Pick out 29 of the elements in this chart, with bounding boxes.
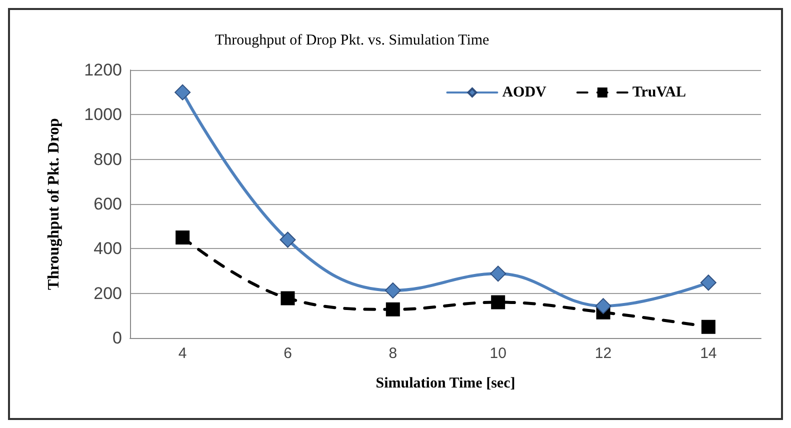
point	[174, 84, 191, 100]
point	[595, 298, 612, 314]
legend-label: AODV	[502, 84, 547, 100]
x-tick-label: 10	[490, 345, 506, 362]
x-tick-label: 14	[700, 345, 717, 362]
y-tick-label: 1000	[84, 105, 122, 124]
x-tick-label: 4	[178, 345, 187, 362]
point	[386, 302, 400, 316]
y-tick-label: 400	[94, 239, 122, 258]
point	[176, 230, 190, 244]
y-tick-label: 0	[112, 328, 122, 348]
y-tick-label: 800	[94, 150, 122, 169]
x-tick-label: 12	[594, 345, 612, 362]
x-tick-label: 8	[388, 345, 398, 362]
point	[490, 266, 506, 282]
x-tick-label: 6	[284, 345, 292, 362]
point	[280, 232, 296, 248]
point	[384, 282, 401, 298]
y-tick-label: 600	[94, 194, 122, 214]
y-tick-label: 1200	[84, 60, 122, 80]
legend-label: TruVAL	[632, 84, 686, 100]
point	[700, 274, 716, 291]
point	[491, 295, 506, 310]
chart-title: Throughput of Drop Pkt. vs. Simulation Time	[215, 32, 490, 48]
point	[701, 320, 716, 334]
y-tick-label: 200	[94, 284, 122, 303]
point	[280, 291, 295, 306]
x-axis-title: Simulation Time [sec]	[376, 376, 516, 392]
y-axis-title: Throughput of Pkt. Drop	[46, 118, 62, 290]
